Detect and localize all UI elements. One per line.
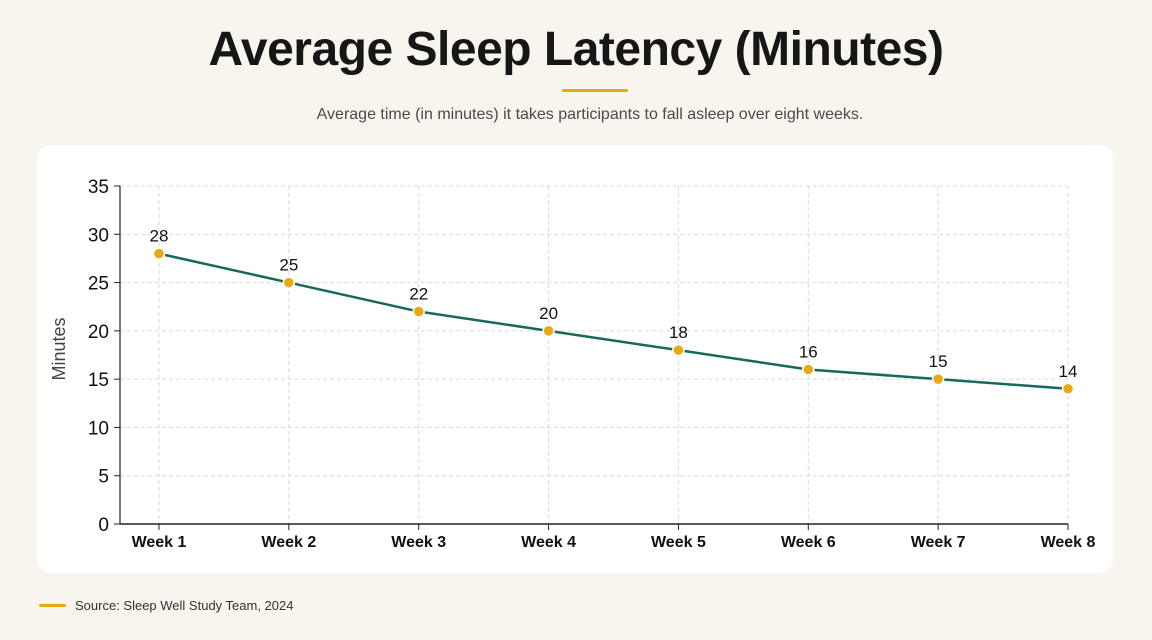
source-swatch: [39, 604, 66, 607]
y-tick-label: 35: [88, 177, 109, 198]
y-tick-label: 20: [88, 322, 109, 343]
data-label: 18: [669, 323, 688, 342]
data-point: [152, 247, 166, 260]
axes: [114, 185, 1069, 530]
data-point: [931, 372, 945, 386]
y-tick-label: 30: [88, 225, 109, 246]
chart-subtitle: Average time (in minutes) it takes parti…: [316, 106, 864, 123]
y-tick-label: 10: [88, 418, 109, 439]
x-tick-label: Week 4: [521, 534, 576, 551]
title-underline: [562, 89, 628, 92]
y-tick-label: 15: [88, 370, 109, 391]
data-label: 28: [150, 227, 169, 246]
chart-card: [37, 145, 1113, 573]
data-label: 25: [279, 256, 298, 275]
source-footer: Source: Sleep Well Study Team, 2024: [39, 598, 293, 613]
data-point: [412, 305, 425, 318]
tick-labels: 0 5 10 15 20 25 30 35 Week 1 Week 2 Week 3 Week 4 We…: [88, 177, 1096, 551]
y-tick-label: 5: [98, 467, 109, 488]
data-label: 20: [539, 304, 558, 323]
x-tick-label: Week 8: [1041, 534, 1096, 551]
x-tick-label: Week 6: [781, 534, 836, 551]
data-point: [1061, 382, 1075, 396]
data-label: 14: [1059, 362, 1078, 381]
data-label: 16: [799, 342, 818, 361]
x-tick-label: Week 5: [651, 534, 706, 551]
grid-lines: [120, 185, 1069, 524]
series-sleep-latency: [152, 247, 1075, 396]
x-tick-label: Week 2: [261, 534, 316, 551]
data-point: [542, 324, 555, 338]
data-labels: 28 25 22 20 18 16 15 14: [150, 227, 1078, 381]
data-point: [802, 363, 815, 376]
data-point: [672, 343, 685, 357]
data-label: 22: [409, 285, 428, 304]
data-point: [282, 276, 296, 289]
y-axis-label: Minutes: [49, 317, 69, 380]
series-line: [158, 252, 1069, 391]
chart-title: Average Sleep Latency (Minutes): [208, 23, 944, 76]
y-tick-label: 0: [98, 515, 109, 536]
source-text: Source: Sleep Well Study Team, 2024: [75, 598, 294, 613]
x-tick-label: Week 1: [132, 534, 187, 551]
y-tick-label: 25: [88, 274, 109, 295]
x-tick-label: Week 7: [911, 534, 966, 551]
x-tick-label: Week 3: [391, 534, 446, 551]
data-label: 15: [929, 352, 948, 371]
